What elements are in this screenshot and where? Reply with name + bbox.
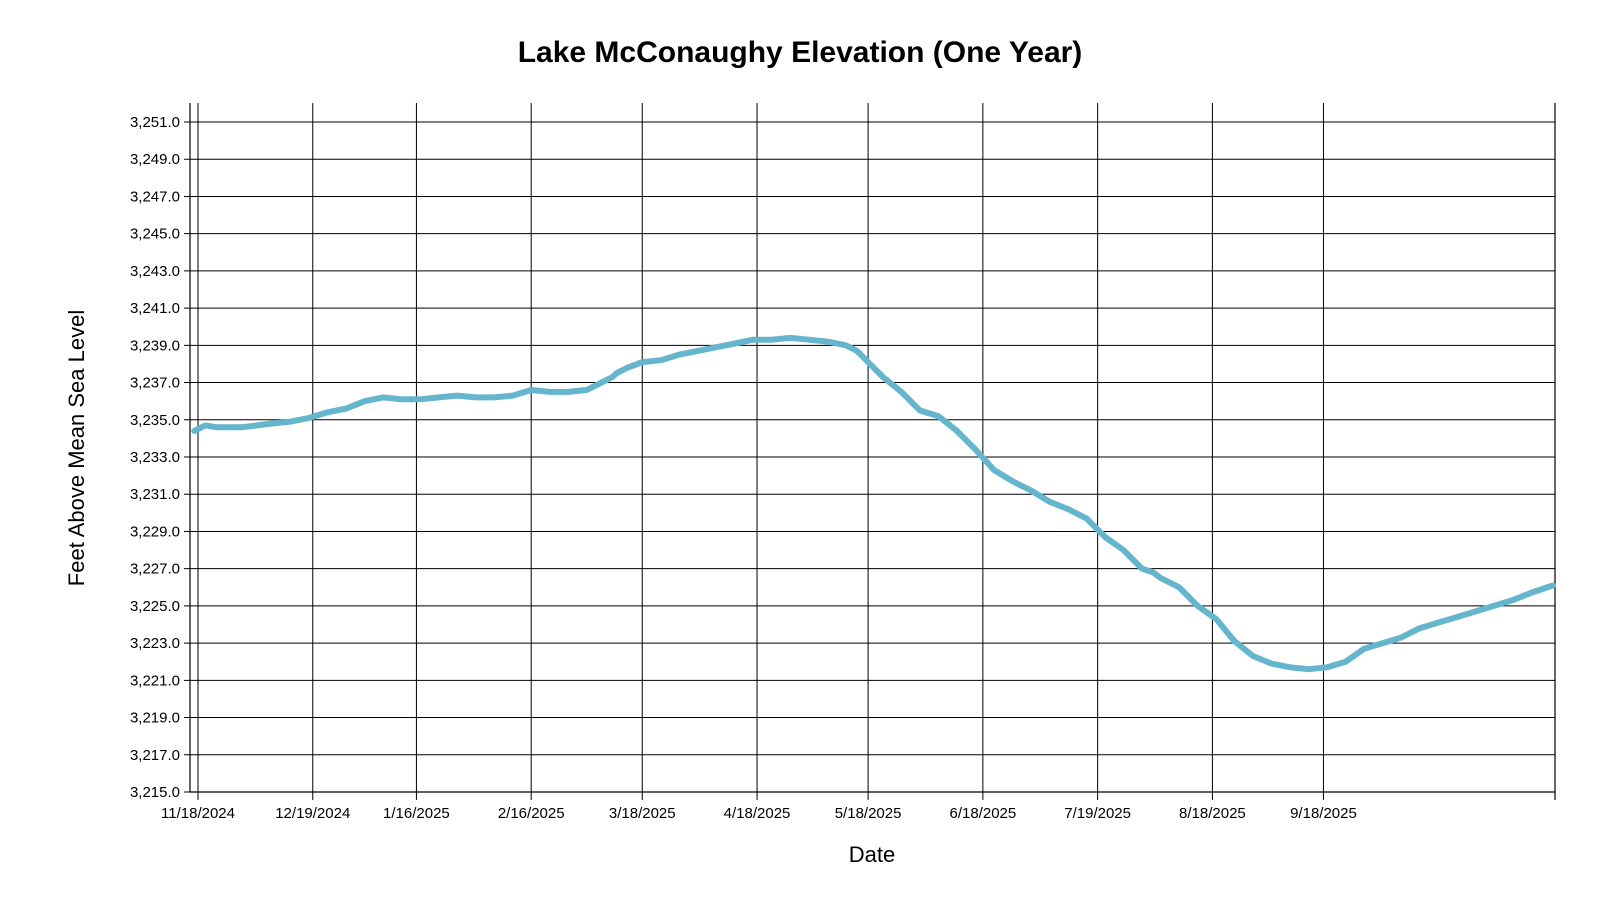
y-tick-label: 3,249.0 <box>130 151 180 168</box>
y-tick-label: 3,233.0 <box>130 449 180 466</box>
y-tick-label: 3,219.0 <box>130 710 180 727</box>
y-axis-label: Feet Above Mean Sea Level <box>64 310 89 586</box>
y-tick-label: 3,221.0 <box>130 672 180 689</box>
x-axis-ticks: 11/18/2024 12/19/2024 1/16/2025 2/16/2025 3/… <box>161 805 1357 822</box>
y-tick-label: 3,247.0 <box>130 188 180 205</box>
x-tick-label: 1/16/2025 <box>383 805 450 822</box>
x-tick-label: 3/18/2025 <box>609 805 676 822</box>
grid-lines <box>184 103 1555 800</box>
y-tick-label: 3,217.0 <box>130 747 180 764</box>
y-tick-label: 3,227.0 <box>130 561 180 578</box>
x-tick-label: 6/18/2025 <box>949 805 1016 822</box>
y-tick-label: 3,237.0 <box>130 375 180 392</box>
x-tick-label: 11/18/2024 <box>161 805 235 822</box>
x-tick-label: 7/19/2025 <box>1064 805 1131 822</box>
y-axis-ticks: 3,215.0 3,217.0 3,219.0 3,221.0 3,223.0 3,225… <box>130 114 180 801</box>
y-tick-label: 3,245.0 <box>130 226 180 243</box>
x-tick-label: 4/18/2025 <box>724 805 791 822</box>
elevation-series-line <box>191 334 1556 673</box>
y-tick-label: 3,251.0 <box>130 114 180 131</box>
y-tick-label: 3,239.0 <box>130 337 180 354</box>
x-tick-label: 9/18/2025 <box>1290 805 1357 822</box>
x-axis-label: Date <box>849 842 895 867</box>
y-tick-label: 3,229.0 <box>130 523 180 540</box>
y-tick-label: 3,225.0 <box>130 598 180 615</box>
y-tick-label: 3,235.0 <box>130 412 180 429</box>
series-layer <box>191 334 1556 673</box>
y-tick-label: 3,243.0 <box>130 263 180 280</box>
x-tick-label: 5/18/2025 <box>835 805 902 822</box>
x-tick-label: 2/16/2025 <box>498 805 565 822</box>
axes <box>189 103 1556 800</box>
y-tick-label: 3,241.0 <box>130 300 180 317</box>
x-tick-label: 12/19/2024 <box>275 805 350 822</box>
y-tick-label: 3,215.0 <box>130 784 180 801</box>
x-tick-label: 8/18/2025 <box>1179 805 1246 822</box>
y-tick-label: 3,231.0 <box>130 486 180 503</box>
chart-title: Lake McConaughy Elevation (One Year) <box>518 36 1083 69</box>
y-tick-label: 3,223.0 <box>130 635 180 652</box>
